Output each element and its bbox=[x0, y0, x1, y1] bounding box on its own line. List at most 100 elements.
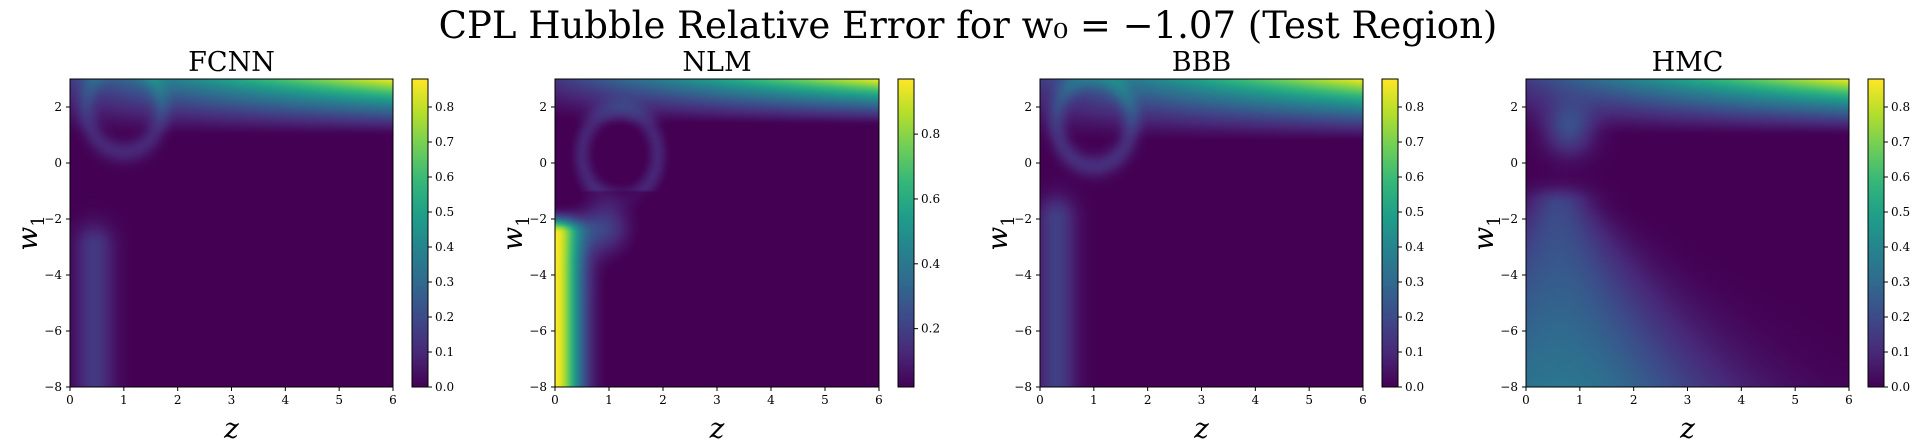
y-tick-label: −6 bbox=[44, 324, 62, 338]
y-tick-label: −4 bbox=[529, 268, 547, 282]
colorbar-tick-label: 0.1 bbox=[435, 345, 454, 359]
panel-nlm: NLM 0 1 2 3 4 5 6 2 0 −2 −4 −6 −8 z w1 0.2 0.4 0.6 0.8 bbox=[496, 47, 940, 445]
colorbar-tick-label: 0.6 bbox=[435, 170, 454, 184]
y-tick-label: −2 bbox=[529, 212, 547, 226]
y-tick-label: −6 bbox=[1500, 324, 1518, 338]
colorbar-tick-label: 0.0 bbox=[1405, 380, 1424, 394]
x-axis-label: z bbox=[223, 412, 239, 445]
panel-title: HMC bbox=[1652, 47, 1724, 78]
figure-title: CPL Hubble Relative Error for w₀ = −1.07… bbox=[439, 4, 1498, 47]
x-tick-label: 6 bbox=[1845, 393, 1853, 407]
x-tick-label: 4 bbox=[282, 393, 290, 407]
y-axis-label: w1 bbox=[496, 215, 534, 250]
colorbar-tick-label: 0.4 bbox=[435, 240, 454, 254]
colorbar-tick-label: 0.1 bbox=[1891, 345, 1910, 359]
heatmap-image bbox=[70, 79, 393, 387]
colorbar-tick-label: 0.8 bbox=[1405, 100, 1424, 114]
y-tick-label: −2 bbox=[1014, 212, 1032, 226]
y-tick-label: 0 bbox=[539, 156, 547, 170]
colorbar-tick-label: 0.4 bbox=[1405, 240, 1424, 254]
x-tick-label: 3 bbox=[228, 393, 236, 407]
y-tick-label: −4 bbox=[1500, 268, 1518, 282]
x-tick-label: 2 bbox=[1144, 393, 1152, 407]
x-tick-label: 5 bbox=[1791, 393, 1799, 407]
y-tick-label: −8 bbox=[1014, 380, 1032, 394]
y-axis-label: w1 bbox=[11, 215, 49, 250]
y-tick-label: 0 bbox=[1024, 156, 1032, 170]
colorbar-tick-label: 0.3 bbox=[1891, 275, 1910, 289]
y-tick-label: −4 bbox=[44, 268, 62, 282]
x-tick-label: 6 bbox=[875, 393, 883, 407]
colorbar-tick-label: 0.8 bbox=[1891, 100, 1910, 114]
x-tick-label: 2 bbox=[174, 393, 182, 407]
colorbar-tick-label: 0.7 bbox=[435, 135, 454, 149]
colorbar-tick-label: 0.8 bbox=[921, 127, 940, 141]
x-tick-label: 5 bbox=[821, 393, 829, 407]
colorbar-tick-label: 0.4 bbox=[921, 257, 940, 271]
colorbar-tick-label: 0.6 bbox=[1405, 170, 1424, 184]
x-axis-label: z bbox=[1679, 412, 1695, 445]
colorbar: 0.2 0.4 0.6 0.8 bbox=[897, 78, 940, 388]
y-tick-label: −8 bbox=[44, 380, 62, 394]
y-tick-label: −2 bbox=[1500, 212, 1518, 226]
colorbar-gradient bbox=[897, 78, 915, 388]
colorbar: 0.0 0.1 0.2 0.3 0.4 0.5 0.6 0.7 0.8 bbox=[411, 78, 454, 394]
colorbar-tick-label: 0.1 bbox=[1405, 345, 1424, 359]
colorbar-tick-label: 0.8 bbox=[435, 100, 454, 114]
colorbar-tick-label: 0.2 bbox=[1405, 310, 1424, 324]
colorbar-tick-label: 0.5 bbox=[435, 205, 454, 219]
x-tick-label: 5 bbox=[1305, 393, 1313, 407]
y-tick-label: −6 bbox=[529, 324, 547, 338]
heatmap-image bbox=[1526, 79, 1849, 387]
x-axis-label: z bbox=[709, 412, 725, 445]
colorbar-gradient bbox=[1867, 78, 1885, 388]
panel-title: NLM bbox=[682, 47, 751, 78]
y-tick-label: 2 bbox=[54, 100, 62, 114]
colorbar-tick-label: 0.0 bbox=[1891, 380, 1910, 394]
colorbar-tick-label: 0.7 bbox=[1891, 135, 1910, 149]
colorbar-tick-label: 0.5 bbox=[1891, 205, 1910, 219]
x-tick-label: 6 bbox=[389, 393, 397, 407]
y-tick-label: 0 bbox=[54, 156, 62, 170]
colorbar-tick-label: 0.4 bbox=[1891, 240, 1910, 254]
x-tick-label: 6 bbox=[1359, 393, 1367, 407]
x-axis-label: z bbox=[1193, 412, 1209, 445]
x-tick-label: 4 bbox=[1738, 393, 1746, 407]
x-tick-label: 0 bbox=[66, 393, 74, 407]
colorbar-tick-label: 0.0 bbox=[435, 380, 454, 394]
x-tick-label: 0 bbox=[1522, 393, 1530, 407]
y-tick-label: 2 bbox=[1510, 100, 1518, 114]
colorbar-tick-label: 0.2 bbox=[435, 310, 454, 324]
x-tick-label: 3 bbox=[1684, 393, 1692, 407]
y-tick-label: −6 bbox=[1014, 324, 1032, 338]
y-tick-label: −8 bbox=[1500, 380, 1518, 394]
x-tick-label: 2 bbox=[1630, 393, 1638, 407]
x-tick-label: 5 bbox=[335, 393, 343, 407]
x-tick-label: 1 bbox=[120, 393, 128, 407]
y-tick-label: 2 bbox=[539, 100, 547, 114]
colorbar: 0.0 0.1 0.2 0.3 0.4 0.5 0.6 0.7 0.8 bbox=[1867, 78, 1910, 394]
x-tick-label: 1 bbox=[605, 393, 613, 407]
x-tick-label: 4 bbox=[767, 393, 775, 407]
x-tick-label: 3 bbox=[713, 393, 721, 407]
colorbar-gradient bbox=[1381, 78, 1399, 388]
x-tick-label: 1 bbox=[1090, 393, 1098, 407]
colorbar-tick-label: 0.5 bbox=[1405, 205, 1424, 219]
colorbar-gradient bbox=[411, 78, 429, 388]
colorbar-tick-label: 0.3 bbox=[435, 275, 454, 289]
x-tick-label: 4 bbox=[1252, 393, 1260, 407]
y-tick-label: −8 bbox=[529, 380, 547, 394]
y-axis-label: w1 bbox=[981, 215, 1019, 250]
y-tick-label: 0 bbox=[1510, 156, 1518, 170]
panel-title: BBB bbox=[1172, 47, 1232, 78]
x-tick-label: 1 bbox=[1576, 393, 1584, 407]
colorbar: 0.0 0.1 0.2 0.3 0.4 0.5 0.6 0.7 0.8 bbox=[1381, 78, 1424, 394]
colorbar-tick-label: 0.2 bbox=[921, 322, 940, 336]
x-tick-label: 3 bbox=[1198, 393, 1206, 407]
heatmap-image bbox=[1040, 79, 1363, 387]
